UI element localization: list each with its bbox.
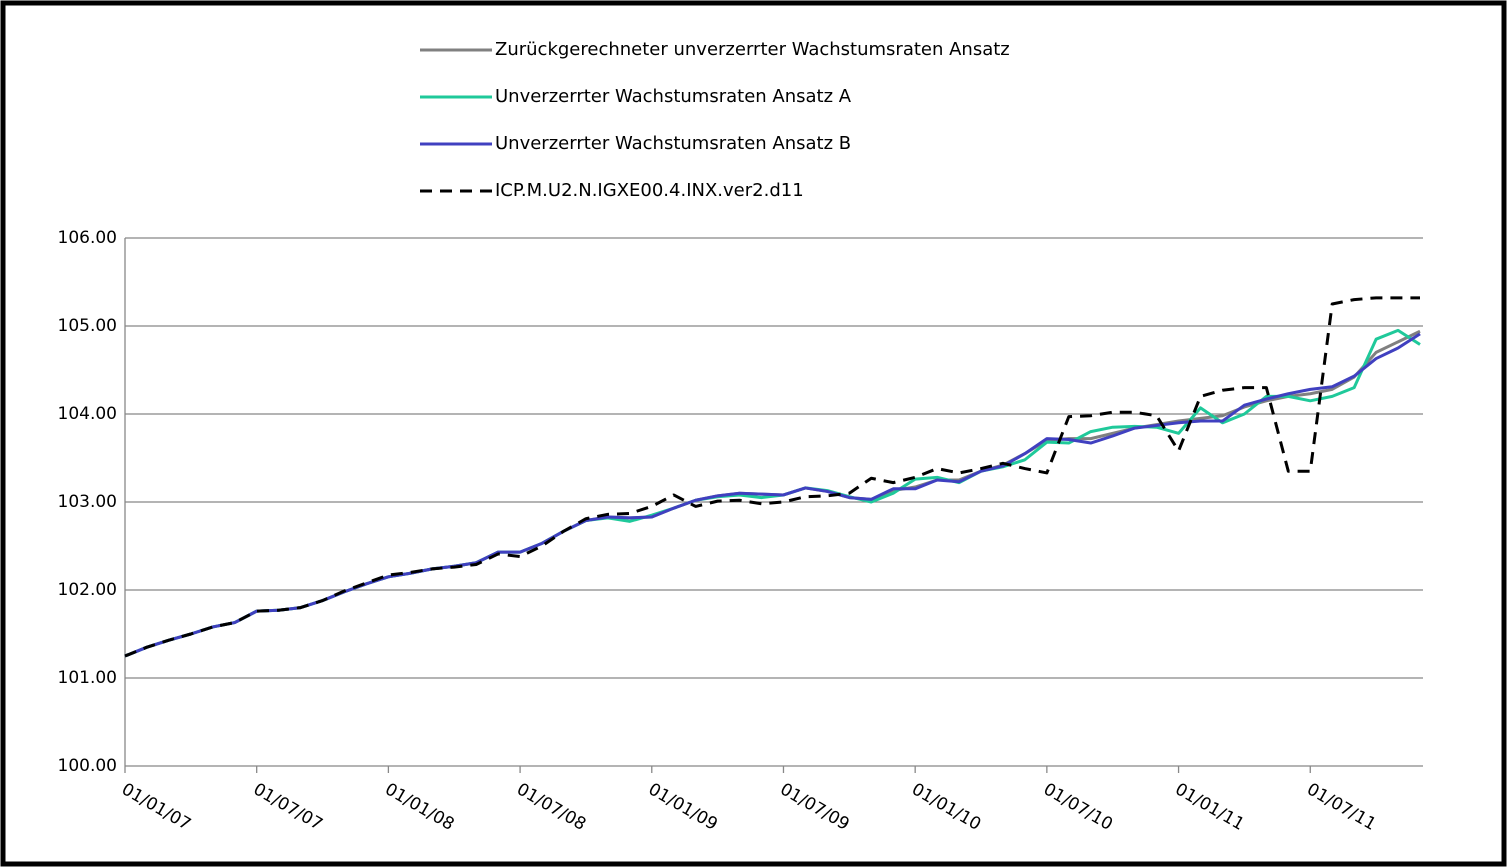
legend-label: Unverzerrter Wachstumsraten Ansatz A bbox=[495, 86, 852, 107]
legend-label: Unverzerrter Wachstumsraten Ansatz B bbox=[495, 133, 851, 154]
y-tick-label: 103.00 bbox=[58, 492, 117, 512]
legend-label: ICP.M.U2.N.IGXE00.4.INX.ver2.d11 bbox=[495, 180, 804, 201]
y-tick-label: 102.00 bbox=[58, 580, 117, 600]
y-tick-label: 104.00 bbox=[58, 404, 117, 424]
y-tick-label: 101.00 bbox=[58, 668, 117, 688]
y-tick-label: 106.00 bbox=[58, 228, 117, 248]
legend-label: Zurückgerechneter unverzerrter Wachstums… bbox=[495, 39, 1010, 60]
y-tick-label: 100.00 bbox=[58, 756, 117, 776]
series-line bbox=[124, 296, 1420, 658]
y-tick-label: 105.00 bbox=[58, 316, 117, 336]
